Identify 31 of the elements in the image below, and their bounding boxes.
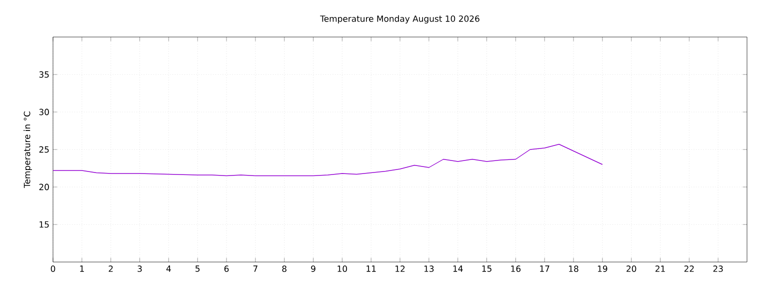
x-tick-label: 7	[253, 266, 258, 272]
x-tick-label: 12	[396, 266, 405, 272]
x-tick-label: 17	[540, 266, 550, 272]
y-tick-label: 20	[39, 184, 49, 190]
x-tick-label: 22	[684, 266, 694, 272]
x-tick-label: 5	[196, 266, 200, 272]
y-tick-label: 35	[39, 71, 49, 78]
x-tick-label: 1	[80, 266, 84, 272]
y-tick-label: 25	[39, 146, 49, 153]
x-tick-label: 15	[482, 266, 492, 272]
chart-title: Temperature Monday August 10 2026	[320, 15, 480, 24]
y-tick-label: 30	[39, 108, 49, 116]
x-tick-label: 20	[626, 266, 636, 272]
x-tick-label: 21	[655, 266, 665, 272]
x-tick-label: 4	[166, 266, 171, 272]
x-tick-label: 6	[224, 266, 229, 272]
y-tick-label: 15	[40, 221, 49, 228]
y-axis-title: Temperature in °C	[24, 112, 32, 188]
x-tick-label: 8	[282, 266, 286, 272]
x-tick-label: 11	[366, 266, 376, 272]
x-tick-label: 16	[511, 266, 521, 272]
x-tick-label: 13	[424, 266, 434, 272]
x-tick-label: 10	[338, 266, 347, 272]
x-tick-label: 19	[598, 266, 608, 272]
x-tick-label: 23	[713, 266, 723, 272]
x-tick-label: 3	[138, 266, 142, 272]
x-tick-label: 14	[453, 266, 463, 272]
x-tick-label: 18	[569, 266, 578, 272]
x-tick-label: 2	[108, 266, 113, 272]
x-tick-label: 9	[311, 266, 316, 272]
x-tick-label: 0	[50, 266, 56, 272]
